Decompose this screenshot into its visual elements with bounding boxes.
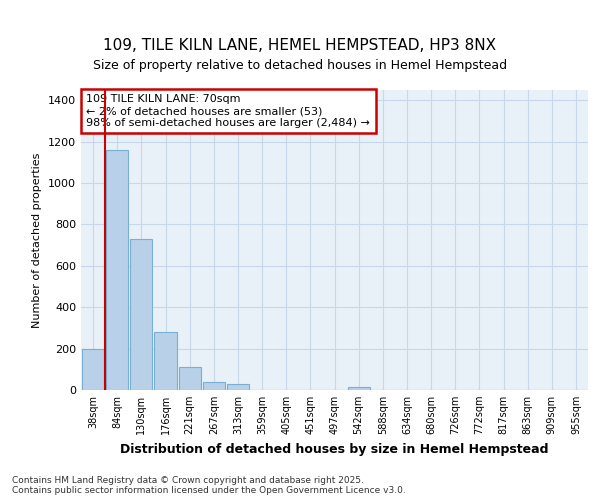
Bar [227, 384, 249, 390]
Text: Contains HM Land Registry data © Crown copyright and database right 2025.
Contai: Contains HM Land Registry data © Crown c… [12, 476, 406, 495]
Bar [154, 332, 176, 390]
Y-axis label: Number of detached properties: Number of detached properties [32, 152, 43, 328]
Text: Size of property relative to detached houses in Hemel Hempstead: Size of property relative to detached ho… [93, 60, 507, 72]
Text: 109, TILE KILN LANE, HEMEL HEMPSTEAD, HP3 8NX: 109, TILE KILN LANE, HEMEL HEMPSTEAD, HP… [103, 38, 497, 52]
Bar [106, 150, 128, 390]
X-axis label: Distribution of detached houses by size in Hemel Hempstead: Distribution of detached houses by size … [120, 442, 549, 456]
Bar [179, 367, 201, 390]
Bar [82, 348, 104, 390]
Bar [130, 239, 152, 390]
Bar [203, 382, 225, 390]
Bar [347, 387, 370, 390]
Text: 109 TILE KILN LANE: 70sqm
← 2% of detached houses are smaller (53)
98% of semi-d: 109 TILE KILN LANE: 70sqm ← 2% of detach… [86, 94, 370, 128]
